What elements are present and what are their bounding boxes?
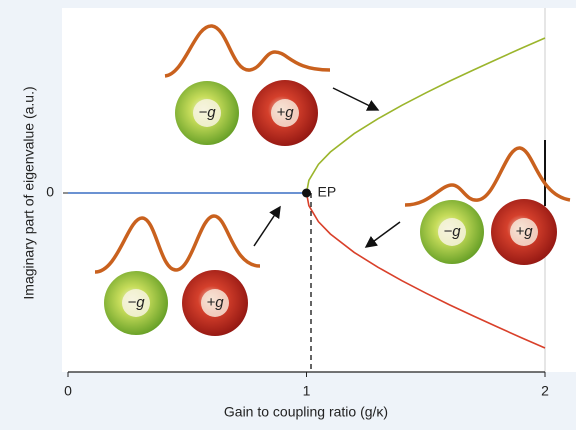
ep-label: EP	[318, 184, 337, 200]
sphere-label: +g	[276, 104, 294, 121]
sphere-label: −g	[127, 294, 145, 311]
y-axis-label: Imaginary part of eigenvalue (a.u.)	[21, 86, 37, 299]
chart: Imaginary part of eigenvalue (a.u.) Gain…	[0, 0, 576, 430]
sphere-label: −g	[443, 223, 461, 240]
x-tick-label: 0	[64, 383, 72, 399]
ep-point	[302, 189, 311, 198]
page: Imaginary part of eigenvalue (a.u.) Gain…	[0, 0, 576, 430]
x-tick-label: 1	[303, 383, 311, 399]
x-tick-label: 2	[541, 383, 549, 399]
x-axis-label: Gain to coupling ratio (g/κ)	[224, 404, 388, 420]
y-tick-label: 0	[46, 184, 54, 200]
sphere-label: −g	[198, 104, 216, 121]
sphere-label: +g	[206, 294, 224, 311]
sphere-label: +g	[515, 223, 533, 240]
